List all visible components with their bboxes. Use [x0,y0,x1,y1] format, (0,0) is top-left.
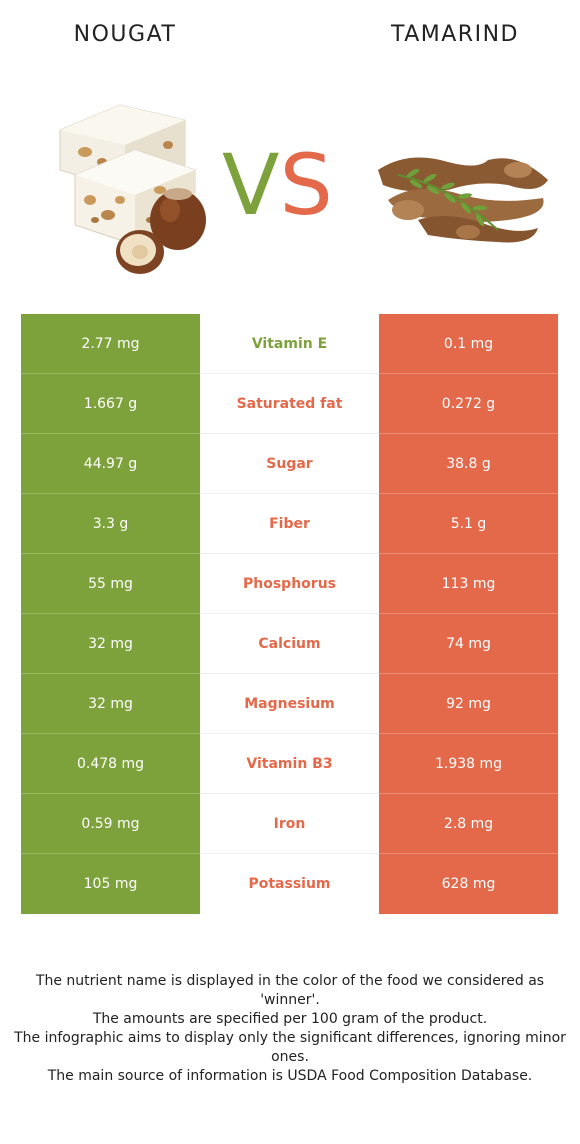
right-food-value: 74 mg [379,614,558,674]
right-food-value: 0.272 g [379,374,558,434]
table-row: 0.59 mg Iron 2.8 mg [21,794,558,854]
table-row: 32 mg Magnesium 92 mg [21,674,558,734]
right-food-value: 113 mg [379,554,558,614]
footnote-line: The amounts are specified per 100 gram o… [92,1011,488,1027]
right-food-value: 5.1 g [379,494,558,554]
table-row: 44.97 g Sugar 38.8 g [21,434,558,494]
table-row: 32 mg Calcium 74 mg [21,614,558,674]
left-food-title: NOUGAT [73,22,177,47]
left-food-value: 55 mg [21,554,200,614]
tamarind-image [378,157,548,243]
nutrient-name: Fiber [200,494,379,554]
vs-s: S [279,136,333,234]
nutrient-name: Potassium [200,854,379,914]
right-food-value: 92 mg [379,674,558,734]
nutrient-name: Saturated fat [200,374,379,434]
nutrient-name: Sugar [200,434,379,494]
right-food-value: 2.8 mg [379,794,558,854]
table-row: 3.3 g Fiber 5.1 g [21,494,558,554]
left-food-value: 44.97 g [21,434,200,494]
left-food-value: 32 mg [21,674,200,734]
footnotes: The nutrient name is displayed in the co… [10,972,570,1086]
nutrient-name: Magnesium [200,674,379,734]
left-food-value: 2.77 mg [21,314,200,374]
left-food-value: 0.59 mg [21,794,200,854]
right-food-value: 1.938 mg [379,734,558,794]
table-row: 1.667 g Saturated fat 0.272 g [21,374,558,434]
table-row: 105 mg Potassium 628 mg [21,854,558,914]
right-food-value: 38.8 g [379,434,558,494]
left-food-value: 105 mg [21,854,200,914]
vs-v: V [222,136,280,234]
nutrient-name: Vitamin E [200,314,379,374]
table-row: 2.77 mg Vitamin E 0.1 mg [21,314,558,374]
nutrient-name: Vitamin B3 [200,734,379,794]
footnote-line: The infographic aims to display only the… [14,1030,566,1065]
right-food-title: TAMARIND [391,22,519,47]
table-row: 55 mg Phosphorus 113 mg [21,554,558,614]
nutrient-name: Iron [200,794,379,854]
table-row: 0.478 mg Vitamin B3 1.938 mg [21,734,558,794]
left-food-value: 32 mg [21,614,200,674]
nutrient-name: Phosphorus [200,554,379,614]
nutrient-comparison-table: 2.77 mg Vitamin E 0.1 mg 1.667 g Saturated f… [21,314,558,914]
footnote-line: The nutrient name is displayed in the co… [35,973,545,1008]
left-food-value: 3.3 g [21,494,200,554]
footnote-line: The main source of information is USDA F… [47,1068,533,1084]
nougat-image [59,104,206,274]
nutrient-name: Calcium [200,614,379,674]
left-food-value: 1.667 g [21,374,200,434]
right-food-value: 0.1 mg [379,314,558,374]
right-food-value: 628 mg [379,854,558,914]
left-food-value: 0.478 mg [21,734,200,794]
vs-label: VS [222,135,333,235]
